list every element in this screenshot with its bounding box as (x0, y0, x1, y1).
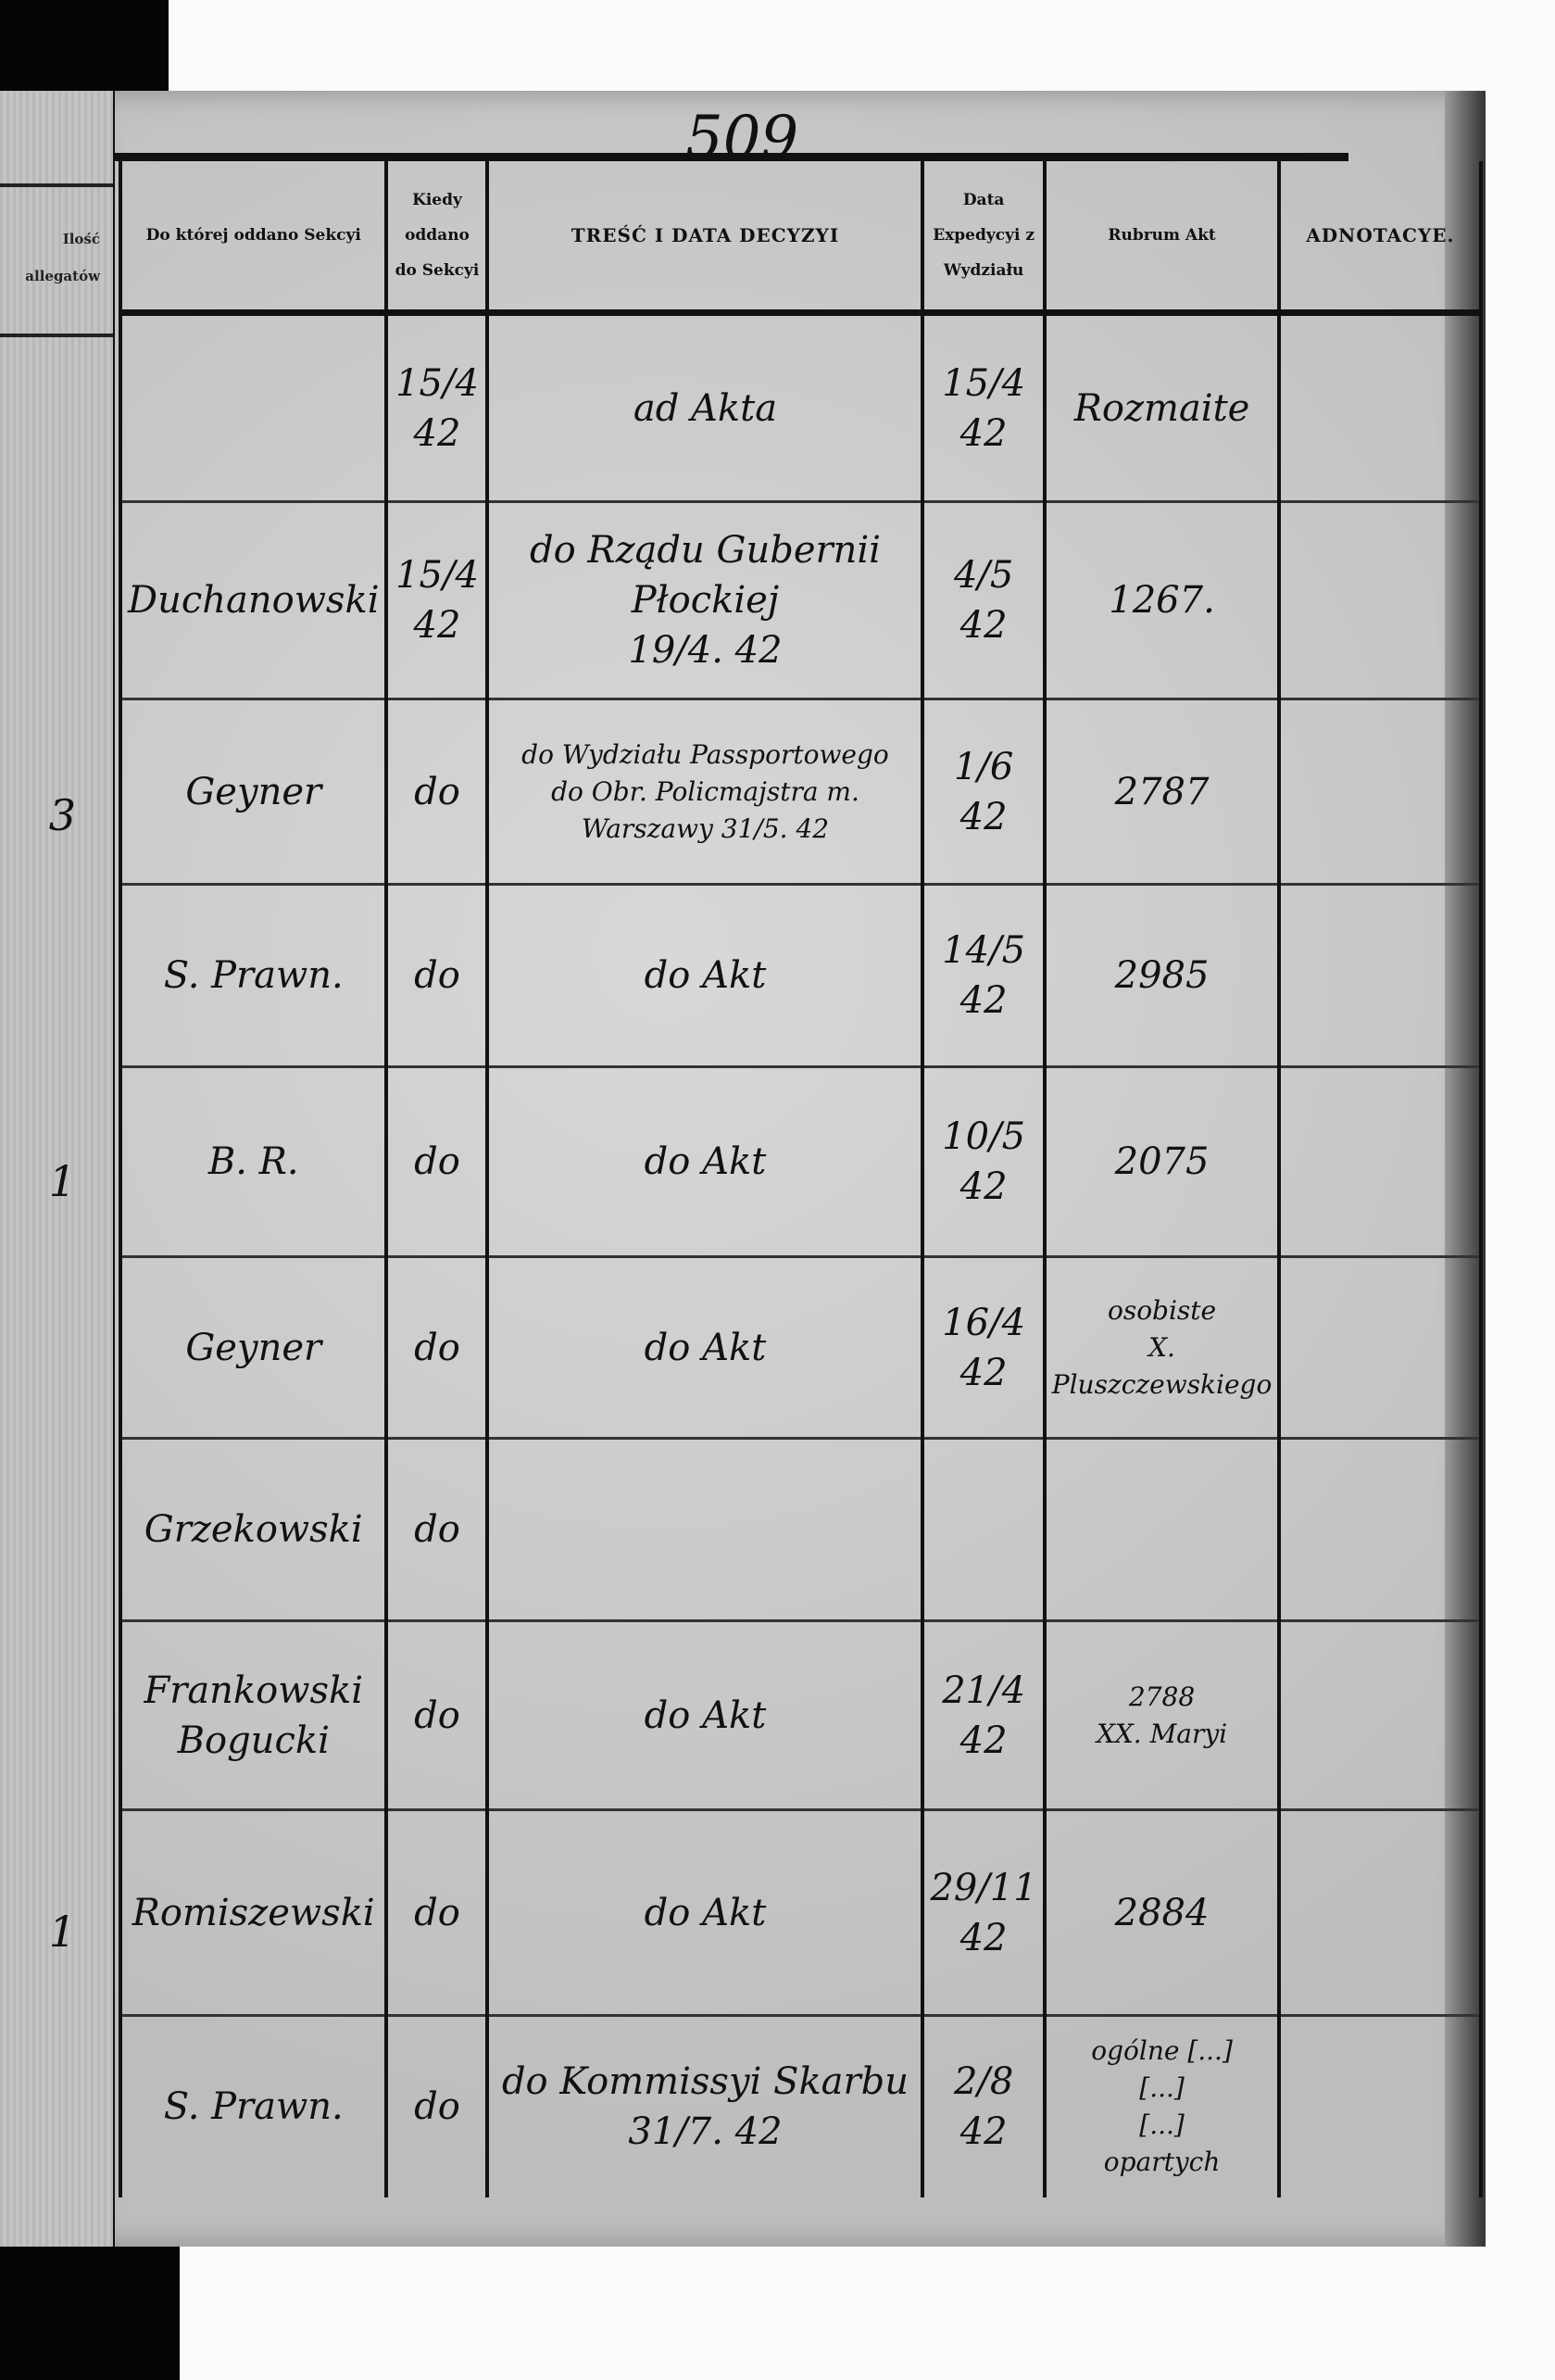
cell-rubrum: osobiste X. Pluszczewskiego (1042, 1256, 1282, 1440)
cell-tresc: do Akt (485, 1066, 925, 1258)
cell-rubrum: ogólne [...] [...] [...] opartych (1042, 2015, 1282, 2197)
cell-kiedy: do (384, 1438, 490, 1622)
cell-expedycya: 14/5 42 (921, 884, 1047, 1068)
table-row: Romiszewski do do Akt 29/11 42 2884 (118, 1809, 1484, 2017)
cell-rubrum (1042, 1438, 1282, 1622)
cell-rubrum: 2884 (1042, 1809, 1282, 2017)
header-row: Do której oddano Sekcyi Kiedy oddano do … (118, 161, 1484, 316)
col-rubrum: Rubrum Akt (1042, 161, 1282, 316)
table-row: Geyner do do Akt 16/4 42 osobiste X. Pluszcz… (118, 1256, 1484, 1440)
cell-kiedy: do (384, 2015, 490, 2197)
cell-adnotacye (1277, 699, 1484, 886)
col-kiedy: Kiedy oddano do Sekcyi (384, 161, 490, 316)
left-mark: 1 (48, 1156, 76, 1206)
cell-sekcja: B. R. (118, 1066, 389, 1258)
cell-adnotacye (1277, 2015, 1484, 2197)
left-mark: 3 (48, 790, 76, 840)
cell-adnotacye (1277, 501, 1484, 700)
table-row: Grzekowski do (118, 1438, 1484, 1622)
cell-rubrum: 2788 XX. Maryi (1042, 1620, 1282, 1811)
left-header-line: Ilość (62, 231, 100, 247)
cell-adnotacye (1277, 884, 1484, 1068)
cell-sekcja: Geyner (118, 699, 389, 886)
col-sekcja: Do której oddano Sekcyi (118, 161, 389, 316)
register-table: Do której oddano Sekcyi Kiedy oddano do … (118, 161, 1484, 2197)
table-row: B. R. do do Akt 10/5 42 2075 (118, 1066, 1484, 1258)
cell-sekcja: Grzekowski (118, 1438, 389, 1622)
cell-adnotacye (1277, 1809, 1484, 2017)
cell-expedycya: 21/4 42 (921, 1620, 1047, 1811)
cell-sekcja (118, 312, 389, 503)
table-row: Geyner do do Wydziału Passportowego do Obr… (118, 699, 1484, 886)
cell-sekcja: Romiszewski (118, 1809, 389, 2017)
cell-tresc (485, 1438, 925, 1622)
left-page-header: Ilość allegatów (7, 220, 100, 295)
cell-expedycya: 1/6 42 (921, 699, 1047, 886)
cell-rubrum: 1267. (1042, 501, 1282, 700)
cell-kiedy: do (384, 1256, 490, 1440)
cell-kiedy: do (384, 1066, 490, 1258)
cell-tresc: do Akt (485, 1620, 925, 1811)
left-rule (0, 183, 113, 187)
cell-kiedy: do (384, 699, 490, 886)
cell-adnotacye (1277, 1620, 1484, 1811)
cell-tresc: do Akt (485, 884, 925, 1068)
cell-tresc: ad Akta (485, 312, 925, 503)
cell-expedycya: 4/5 42 (921, 501, 1047, 700)
scan-border-bottom-left (0, 2247, 180, 2380)
cell-tresc: do Wydziału Passportowego do Obr. Policm… (485, 699, 925, 886)
left-header-line: allegatów (25, 268, 100, 284)
col-tresc: TREŚĆ I DATA DECYZYI (485, 161, 925, 316)
table-row: 15/4 42 ad Akta 15/4 42 Rozmaite (118, 312, 1484, 503)
cell-tresc: do Akt (485, 1256, 925, 1440)
left-rule (0, 334, 113, 337)
cell-adnotacye (1277, 1066, 1484, 1258)
cell-kiedy: do (384, 1809, 490, 2017)
cell-expedycya: 10/5 42 (921, 1066, 1047, 1258)
cell-sekcja: Duchanowski (118, 501, 389, 700)
cell-sekcja: S. Prawn. (118, 2015, 389, 2197)
col-expedycya: Data Expedycyi z Wydziału (921, 161, 1047, 316)
cell-adnotacye (1277, 312, 1484, 503)
cell-sekcja: Geyner (118, 1256, 389, 1440)
col-adnotacye: ADNOTACYE. (1277, 161, 1484, 316)
cell-kiedy: 15/4 42 (384, 501, 490, 700)
cell-tresc: do Rządu Gubernii Płockiej 19/4. 42 (485, 501, 925, 700)
table-row: S. Prawn. do do Kommissyi Skarbu 31/7. 42 2… (118, 2015, 1484, 2197)
cell-sekcja: S. Prawn. (118, 884, 389, 1068)
cell-tresc: do Kommissyi Skarbu 31/7. 42 (485, 2015, 925, 2197)
table-row: Frankowski Bogucki do do Akt 21/4 42 2788 XX… (118, 1620, 1484, 1811)
cell-adnotacye (1277, 1256, 1484, 1440)
cell-expedycya: 29/11 42 (921, 1809, 1047, 2017)
cell-rubrum: 2787 (1042, 699, 1282, 886)
cell-expedycya: 2/8 42 (921, 2015, 1047, 2197)
cell-rubrum: Rozmaite (1042, 312, 1282, 503)
cell-adnotacye (1277, 1438, 1484, 1622)
table-row: S. Prawn. do do Akt 14/5 42 2985 (118, 884, 1484, 1068)
cell-expedycya (921, 1438, 1047, 1622)
cell-expedycya: 16/4 42 (921, 1256, 1047, 1440)
left-page-fragment: Ilość allegatów 3 1 1 (0, 91, 119, 2247)
cell-rubrum: 2985 (1042, 884, 1282, 1068)
cell-kiedy: 15/4 42 (384, 312, 490, 503)
cell-tresc: do Akt (485, 1809, 925, 2017)
header-top-rule (115, 153, 1348, 161)
cell-kiedy: do (384, 1620, 490, 1811)
left-mark: 1 (48, 1907, 76, 1957)
cell-rubrum: 2075 (1042, 1066, 1282, 1258)
cell-sekcja: Frankowski Bogucki (118, 1620, 389, 1811)
scan-border-top-left (0, 0, 169, 93)
cell-kiedy: do (384, 884, 490, 1068)
cell-expedycya: 15/4 42 (921, 312, 1047, 503)
table-row: Duchanowski 15/4 42 do Rządu Gubernii Płoc… (118, 501, 1484, 700)
